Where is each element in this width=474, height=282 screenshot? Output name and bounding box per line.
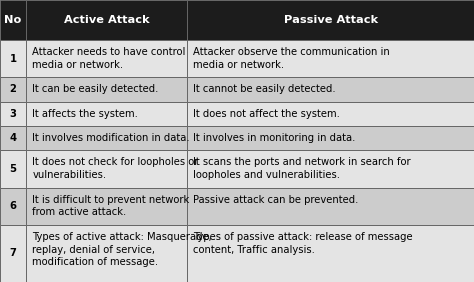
Text: Passive Attack: Passive Attack [283, 15, 378, 25]
Bar [0, 188, 26, 225]
Text: It affects the system.: It affects the system. [32, 109, 138, 119]
Text: It does not check for loopholes or
vulnerabilities.: It does not check for loopholes or vulne… [32, 157, 199, 180]
Text: 6: 6 [9, 201, 17, 211]
Bar [26, 40, 187, 77]
Text: 4: 4 [9, 133, 17, 143]
Bar [0, 77, 26, 102]
Text: Types of active attack: Masquerade,
replay, denial of service,
modification of m: Types of active attack: Masquerade, repl… [32, 232, 212, 267]
Bar [0, 225, 26, 282]
Text: Attacker observe the communication in
media or network.: Attacker observe the communication in me… [193, 47, 390, 70]
Text: It can be easily detected.: It can be easily detected. [32, 84, 159, 94]
Text: Attacker needs to have control
media or network.: Attacker needs to have control media or … [32, 47, 186, 70]
Text: It does not affect the system.: It does not affect the system. [193, 109, 340, 119]
Text: No: No [4, 15, 22, 25]
Text: It involves in monitoring in data.: It involves in monitoring in data. [193, 133, 356, 143]
Bar [26, 188, 187, 225]
Bar [187, 150, 474, 188]
Bar [187, 225, 474, 282]
Text: It is difficult to prevent network
from active attack.: It is difficult to prevent network from … [32, 195, 190, 217]
Bar [0, 102, 26, 126]
Text: Types of passive attack: release of message
content, Traffic analysis.: Types of passive attack: release of mess… [193, 232, 413, 255]
Text: Passive attack can be prevented.: Passive attack can be prevented. [193, 195, 359, 204]
Text: It scans the ports and network in search for
loopholes and vulnerabilities.: It scans the ports and network in search… [193, 157, 411, 180]
Bar [0, 150, 26, 188]
Bar [26, 77, 187, 102]
Bar [26, 102, 187, 126]
Bar [187, 77, 474, 102]
Text: 3: 3 [9, 109, 17, 119]
Text: 1: 1 [9, 54, 17, 64]
Text: Active Attack: Active Attack [64, 15, 149, 25]
Text: 7: 7 [9, 248, 17, 258]
Bar [187, 126, 474, 150]
Bar [187, 188, 474, 225]
Text: 5: 5 [9, 164, 17, 174]
Bar [187, 102, 474, 126]
Bar [0, 126, 26, 150]
Bar [26, 0, 187, 40]
Text: It cannot be easily detected.: It cannot be easily detected. [193, 84, 336, 94]
Bar [0, 0, 26, 40]
Bar [26, 225, 187, 282]
Bar [187, 0, 474, 40]
Bar [0, 40, 26, 77]
Bar [26, 126, 187, 150]
Bar [26, 150, 187, 188]
Text: It involves modification in data.: It involves modification in data. [32, 133, 190, 143]
Bar [187, 40, 474, 77]
Text: 2: 2 [9, 85, 17, 94]
